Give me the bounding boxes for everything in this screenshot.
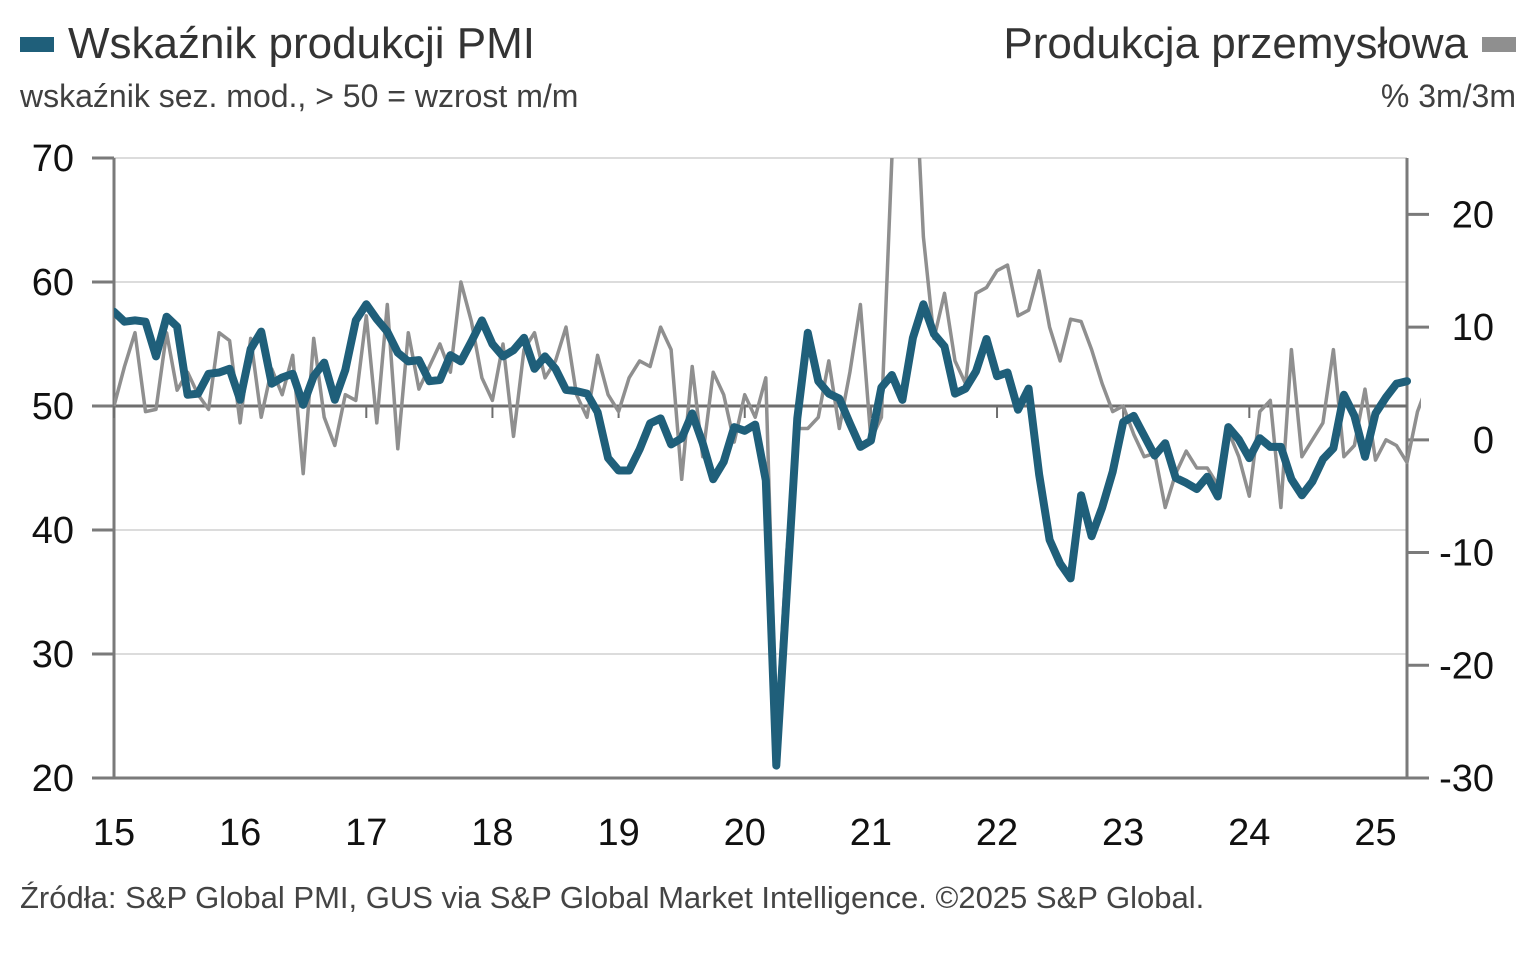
x-tick-label: 18 [471, 812, 513, 854]
ip-legend-swatch [1482, 36, 1516, 52]
left-tick-label: 60 [32, 262, 74, 304]
right-tick-label: 0 [1473, 420, 1494, 462]
left-tick-label: 70 [32, 138, 74, 180]
x-tick-label: 24 [1228, 812, 1270, 854]
ip-legend-label: Produkcja przemysłowa [1003, 19, 1468, 68]
x-tick-label: 15 [93, 812, 135, 854]
x-tick-label: 21 [850, 812, 892, 854]
right-tick-label: -10 [1439, 533, 1494, 575]
left-tick-label: 30 [32, 634, 74, 676]
right-tick-label: 10 [1452, 307, 1494, 349]
x-tick-label: 17 [345, 812, 387, 854]
pmi-legend-subtitle: wskaźnik sez. mod., > 50 = wzrost m/m [20, 78, 579, 114]
x-tick-label: 25 [1354, 812, 1396, 854]
x-tick-label: 19 [597, 812, 639, 854]
x-tick-label: 22 [976, 812, 1018, 854]
x-tick-label: 16 [219, 812, 261, 854]
legend-left: Wskaźnik produkcji PMI wskaźnik sez. mod… [20, 16, 578, 115]
x-tick-label: 23 [1102, 812, 1144, 854]
right-tick-label: -20 [1439, 645, 1494, 687]
source-note: Źródła: S&P Global PMI, GUS via S&P Glob… [20, 880, 1205, 915]
left-tick-label: 40 [32, 510, 74, 552]
legend-right: Produkcja przemysłowa % 3m/3m [1003, 16, 1516, 115]
pmi-legend-label: Wskaźnik produkcji PMI [68, 19, 536, 68]
ip-legend-subtitle: % 3m/3m [1380, 78, 1516, 114]
right-tick-label: 20 [1452, 194, 1494, 236]
x-tick-label: 20 [724, 812, 766, 854]
right-tick-label: -30 [1439, 758, 1494, 800]
series-line-pmi-output [114, 300, 1411, 770]
left-tick-label: 20 [32, 758, 74, 800]
left-tick-label: 50 [32, 386, 74, 428]
pmi-legend-swatch [20, 36, 54, 52]
